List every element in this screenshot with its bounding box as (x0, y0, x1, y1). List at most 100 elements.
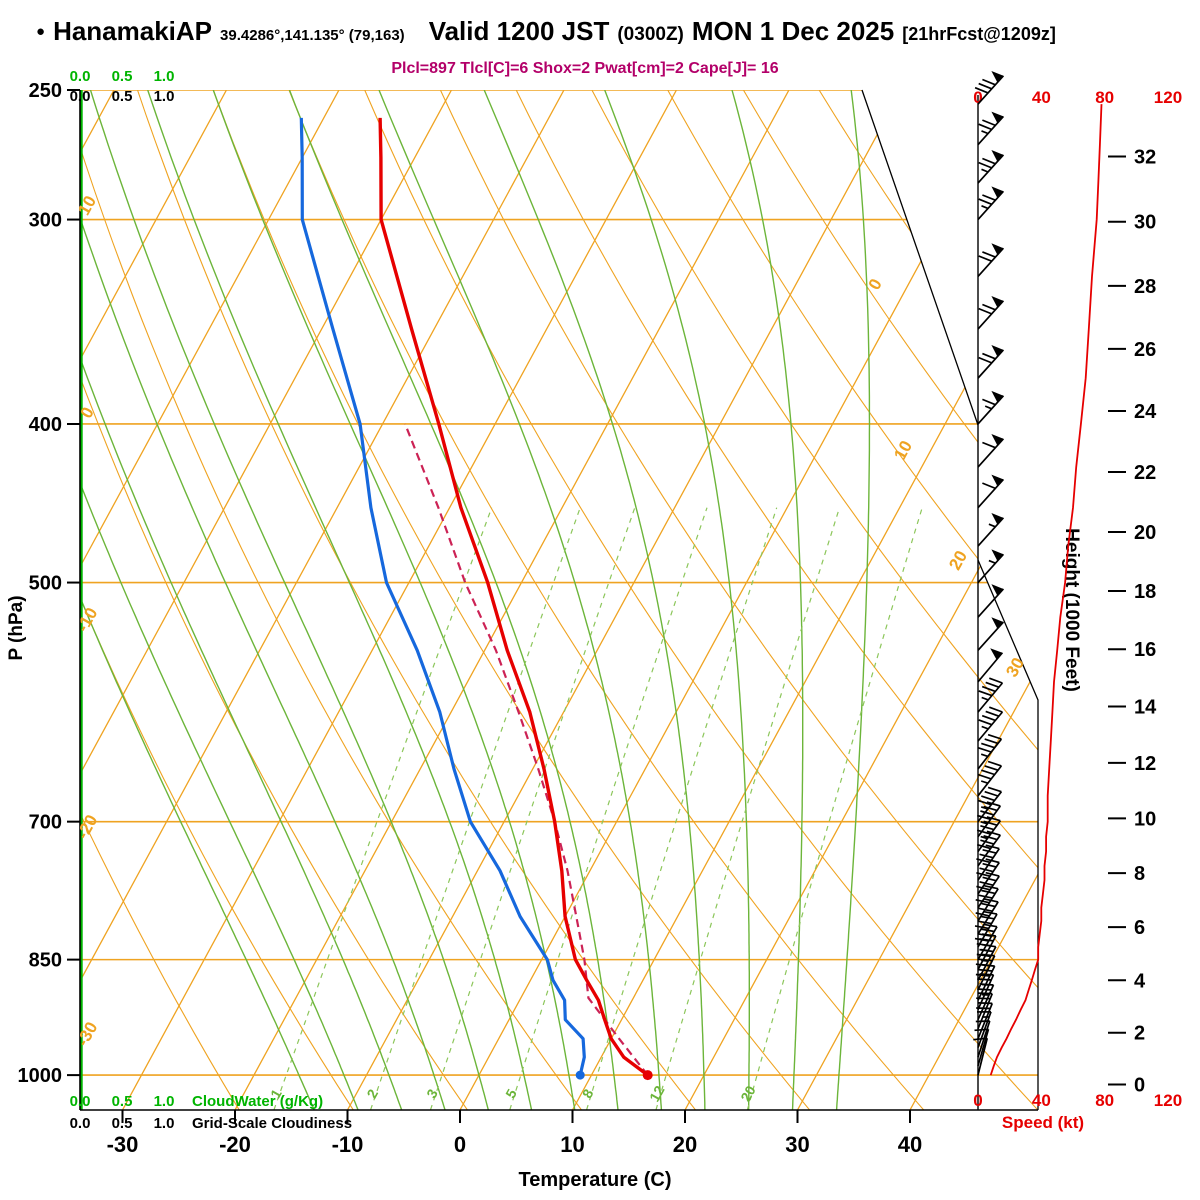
station-coordinates: 39.4286°,141.135° (79,163) (220, 27, 405, 44)
cloudiness-scale-label-top: 0.5 (112, 88, 133, 105)
moist-adiabat-line (89, 90, 489, 1110)
height-tick-label: 16 (1134, 639, 1156, 661)
dry-adiabat-line (591, 90, 1038, 1110)
wind-barb (977, 296, 1005, 330)
dry-adiabat-line (667, 90, 1038, 1110)
temp-tick-label: 20 (673, 1132, 697, 1157)
valid-date: MON 1 Dec 2025 (691, 16, 895, 46)
cloudwater-scale-label-bottom: 1.0 (154, 1093, 175, 1110)
wind-barbs (973, 71, 1005, 1076)
dry-adiabat-line (742, 90, 1038, 1110)
isotherm-line (909, 90, 1038, 1110)
speed-tick-label-top: 80 (1095, 88, 1114, 107)
isotherm-label-left: -20 (73, 812, 102, 843)
background-lines (80, 90, 1038, 1110)
dry-adiabat-line (364, 90, 1038, 1110)
title-bar: ● HanamakiAP 39.4286°,141.135° (79,163) … (36, 16, 1056, 47)
moist-adiabat-line (483, 90, 706, 1110)
mixing-ratio-line (746, 507, 923, 1110)
mixing-ratio-line (655, 507, 841, 1110)
cloudwater-scale-label-top: 1.0 (154, 68, 175, 85)
cloudiness-scale-label-bottom: 0.5 (112, 1115, 133, 1132)
height-tick-label: 30 (1134, 212, 1156, 234)
cloudwater-scale-label-bottom: 0.0 (70, 1093, 91, 1110)
dry-adiabat-line (970, 90, 1038, 1110)
moist-adiabat-line (147, 90, 533, 1110)
wind-barb (977, 390, 1005, 425)
wind-barb (974, 71, 1005, 105)
dry-adiabat-line (288, 90, 925, 1110)
moist-adiabat-line (212, 90, 576, 1110)
mixing-ratio-label: 20 (737, 1083, 759, 1105)
temp-tick-label: 30 (785, 1132, 809, 1157)
wind-barb (977, 549, 1005, 584)
forecast-tag: [21hrFcst@1209z] (902, 24, 1056, 44)
pressure-tick-label: 400 (29, 414, 62, 436)
wind-barb (977, 111, 1005, 146)
moist-adiabat-line (835, 90, 871, 1110)
cloudiness-scale-label-bottom: 0.0 (70, 1115, 91, 1132)
dry-adiabat-line (212, 90, 810, 1110)
height-tick-label: 28 (1134, 276, 1156, 298)
isotherm-line (234, 90, 790, 1110)
wind-barb (977, 186, 1005, 221)
pressure-tick-label: 500 (29, 573, 62, 595)
wind-barb (977, 584, 1005, 618)
speed-tick-label-bottom: 40 (1032, 1091, 1051, 1110)
height-tick-label: 10 (1134, 808, 1156, 830)
wind-barb (977, 733, 1003, 770)
cloudwater-scale-label-top: 0.5 (112, 68, 133, 85)
wind-barb (977, 706, 1004, 742)
wind-barb (977, 243, 1005, 278)
dry-adiabat-line (80, 90, 582, 1110)
wind-barb (973, 1037, 989, 1076)
dry-adiabat-line (80, 90, 240, 1110)
wind-barb (977, 983, 995, 1021)
height-tick-label: 24 (1134, 401, 1157, 423)
speed-tick-label-top: 40 (1032, 88, 1051, 107)
valid-time-utc: (0300Z) (617, 24, 684, 45)
pressure-tick-label: 850 (29, 950, 62, 972)
plot-border-right-upper (861, 89, 979, 426)
speed-tick-label-bottom: 0 (973, 1091, 982, 1110)
moist-adiabat-line (80, 90, 359, 1110)
isotherm-line (80, 90, 228, 1110)
station-name: HanamakiAP (53, 16, 213, 46)
moist-adiabat-line (288, 90, 619, 1110)
isotherm-label-right: 0 (865, 276, 886, 293)
wind-barb (977, 345, 1005, 379)
pressure-tick-label: 700 (29, 812, 62, 834)
mixing-ratio-label: 8 (579, 1086, 597, 1101)
height-tick-label: 26 (1134, 339, 1156, 361)
height-tick-label: 4 (1134, 970, 1146, 992)
height-axis-title: Height (1000 Feet) (1061, 528, 1082, 692)
temp-tick-label: -30 (107, 1132, 139, 1157)
height-tick-label: 12 (1134, 753, 1156, 775)
speed-tick-label-bottom: 120 (1154, 1091, 1182, 1110)
mixing-ratio-line (509, 507, 708, 1110)
mixing-ratio-line (429, 507, 636, 1110)
moist-adiabat-line (80, 90, 446, 1110)
wind-barb (977, 434, 1005, 468)
cloudwater-scale-label-top: 0.0 (70, 68, 91, 85)
dry-adiabat-line (515, 90, 1038, 1110)
wind-barb (974, 1028, 990, 1067)
wind-barb (977, 677, 1004, 713)
temp-tick-label: -10 (332, 1132, 364, 1157)
plot-border-right-lower (977, 559, 1039, 1110)
speed-axis-title: Speed (kt) (1002, 1113, 1084, 1132)
dry-adiabat-line (136, 90, 696, 1110)
height-tick-label: 20 (1134, 522, 1156, 544)
isotherm-line (80, 90, 340, 1110)
isotherm-label-right: 10 (890, 437, 916, 463)
isotherm-label-right: 20 (945, 547, 971, 573)
height-tick-label: 0 (1134, 1074, 1145, 1096)
temp-tick-label: 0 (454, 1132, 466, 1157)
surface-dewpoint-dot (575, 1070, 585, 1080)
cloudiness-scale-label-top: 0.0 (70, 88, 91, 105)
wind-barb (977, 760, 1003, 797)
speed-tick-label-top: 0 (973, 88, 982, 107)
isotherm-line (571, 90, 1038, 1110)
moist-adiabat-line (378, 90, 663, 1110)
